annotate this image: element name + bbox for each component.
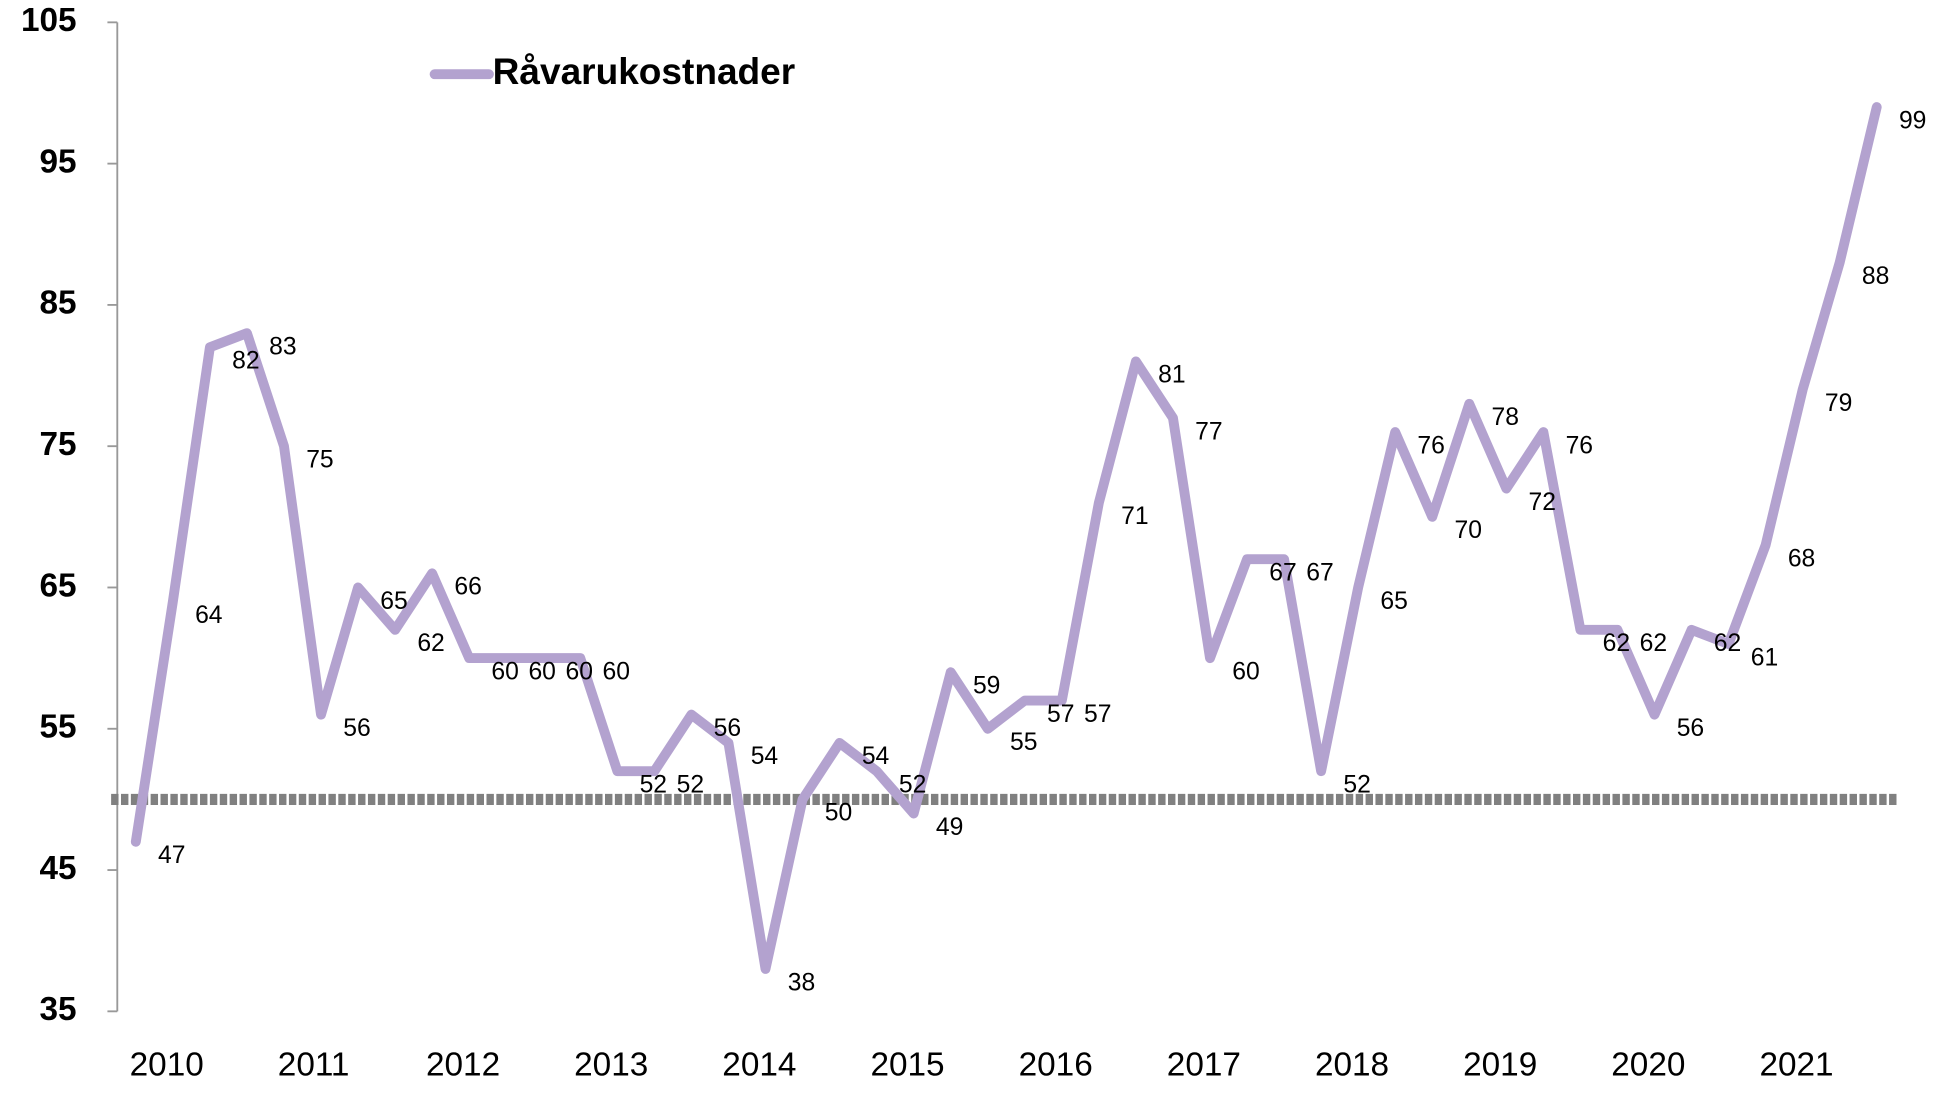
data-label: 49	[936, 814, 963, 841]
data-label: 79	[1825, 390, 1852, 417]
x-tick-label: 2021	[1759, 1047, 1833, 1084]
data-label: 75	[306, 447, 333, 474]
data-label: 55	[1010, 729, 1037, 756]
x-tick-label: 2017	[1167, 1047, 1241, 1084]
data-label: 82	[232, 348, 259, 375]
data-label: 71	[1121, 503, 1148, 530]
legend-label: Råvarukostnader	[493, 50, 796, 92]
data-label: 60	[528, 658, 555, 685]
data-label: 88	[1862, 263, 1889, 290]
data-label: 62	[1603, 630, 1630, 657]
data-label: 56	[343, 715, 370, 742]
data-label: 77	[1195, 418, 1222, 445]
data-label: 65	[380, 588, 407, 615]
data-label: 83	[269, 333, 296, 360]
data-label: 57	[1047, 701, 1074, 728]
y-tick-label: 105	[21, 2, 77, 39]
data-label: 70	[1454, 517, 1481, 544]
y-tick-label: 85	[39, 285, 76, 322]
data-label: 54	[751, 743, 778, 770]
y-tick-label: 55	[39, 709, 76, 746]
data-label: 62	[1714, 630, 1741, 657]
x-tick-label: 2016	[1019, 1047, 1093, 1084]
data-label: 81	[1158, 362, 1185, 389]
data-label: 76	[1417, 432, 1444, 459]
data-label: 76	[1566, 432, 1593, 459]
data-label: 47	[158, 842, 185, 869]
data-line	[130, 102, 1882, 974]
data-label: 57	[1084, 701, 1111, 728]
data-label: 60	[603, 658, 630, 685]
data-label: 72	[1529, 489, 1556, 516]
data-label: 62	[417, 630, 444, 657]
data-label: 38	[788, 969, 815, 996]
data-label: 50	[825, 800, 852, 827]
y-tick-label: 45	[39, 850, 76, 887]
data-label: 60	[1232, 658, 1259, 685]
data-label: 78	[1492, 404, 1519, 431]
data-label: 64	[195, 602, 222, 629]
x-tick-label: 2020	[1611, 1047, 1685, 1084]
data-label: 60	[565, 658, 592, 685]
data-label: 60	[491, 658, 518, 685]
y-tick-label: 65	[39, 567, 76, 604]
data-label: 99	[1899, 107, 1926, 134]
data-label: 61	[1751, 644, 1778, 671]
data-label: 67	[1269, 560, 1296, 587]
x-tick-label: 2018	[1315, 1047, 1389, 1084]
x-tick-label: 2019	[1463, 1047, 1537, 1084]
x-tick-label: 2013	[574, 1047, 648, 1084]
data-label: 66	[454, 574, 481, 601]
data-label: 54	[862, 743, 889, 770]
x-tick-label: 2014	[722, 1047, 796, 1084]
data-label: 52	[640, 771, 667, 798]
data-label: 52	[677, 771, 704, 798]
data-label: 52	[1343, 771, 1370, 798]
data-label: 67	[1306, 560, 1333, 587]
x-tick-label: 2010	[130, 1047, 204, 1084]
data-label: 65	[1380, 588, 1407, 615]
y-tick-label: 75	[39, 426, 76, 463]
y-tick-label: 35	[39, 991, 76, 1028]
data-label: 52	[899, 771, 926, 798]
data-label: 56	[714, 715, 741, 742]
data-label: 68	[1788, 545, 1815, 572]
x-tick-label: 2012	[426, 1047, 500, 1084]
data-label: 59	[973, 673, 1000, 700]
data-label: 56	[1677, 715, 1704, 742]
x-tick-label: 2011	[278, 1047, 350, 1084]
data-label: 62	[1640, 630, 1667, 657]
x-tick-label: 2015	[870, 1047, 944, 1084]
y-tick-label: 95	[39, 143, 76, 180]
